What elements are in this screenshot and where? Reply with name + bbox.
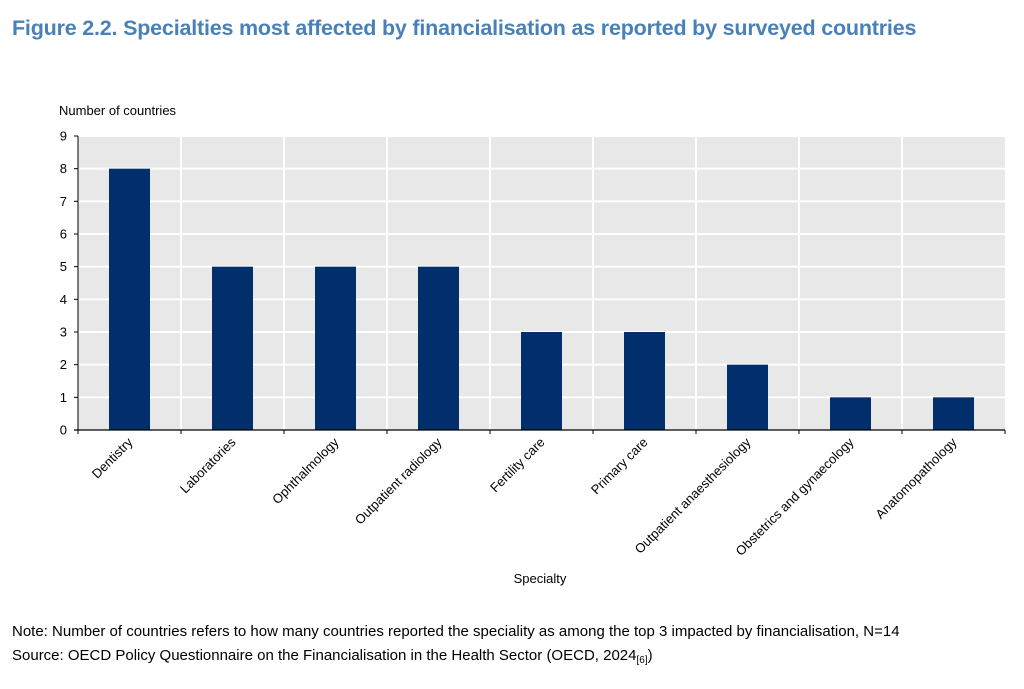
y-tick-label: 1 <box>60 390 67 405</box>
bar <box>933 397 974 430</box>
bar-chart: 0 1 2 3 4 5 6 7 8 9 Dentistry Laboratories Ophthalmo… <box>59 103 1006 586</box>
bar <box>624 332 665 430</box>
x-tick-label: Outpatient anaesthesiology <box>632 434 754 556</box>
y-tick-label: 2 <box>60 357 67 372</box>
y-tick-label: 8 <box>60 161 67 176</box>
x-axis-label: Specialty <box>514 571 567 586</box>
x-tick-label: Primary care <box>588 435 651 498</box>
figure-source: Source: OECD Policy Questionnaire on the… <box>12 647 653 666</box>
y-axis-label: Number of countries <box>59 103 177 118</box>
x-tick-label: Laboratories <box>177 434 239 496</box>
bar <box>212 266 253 430</box>
bar <box>418 266 459 430</box>
bar <box>727 364 768 430</box>
figure-title: Figure 2.2. Specialties most affected by… <box>12 16 917 40</box>
x-tick-label: Outpatient radiology <box>352 434 445 527</box>
bar <box>521 332 562 430</box>
y-tick-label: 6 <box>60 227 67 242</box>
x-tick-label: Ophthalmology <box>269 434 342 507</box>
bar <box>830 397 871 430</box>
source-reference: [6] <box>636 655 648 666</box>
y-tick-label: 7 <box>60 194 67 209</box>
x-tick-label: Fertility care <box>487 435 548 496</box>
x-tick-label: Anatomopathology <box>872 434 960 522</box>
source-text: Source: OECD Policy Questionnaire on the… <box>12 647 637 664</box>
figure-note: Note: Number of countries refers to how … <box>12 623 900 640</box>
bar <box>315 266 356 430</box>
y-tick-label: 5 <box>60 259 67 274</box>
y-tick-label: 0 <box>60 423 67 438</box>
x-tick-label: Dentistry <box>89 434 136 481</box>
y-tick-label: 4 <box>60 292 67 307</box>
bar <box>109 168 150 430</box>
y-tick-label: 9 <box>60 129 67 144</box>
x-tick-label: Obstetrics and gynaecology <box>733 434 857 558</box>
y-tick-label: 3 <box>60 325 67 340</box>
source-close: ) <box>647 647 653 664</box>
